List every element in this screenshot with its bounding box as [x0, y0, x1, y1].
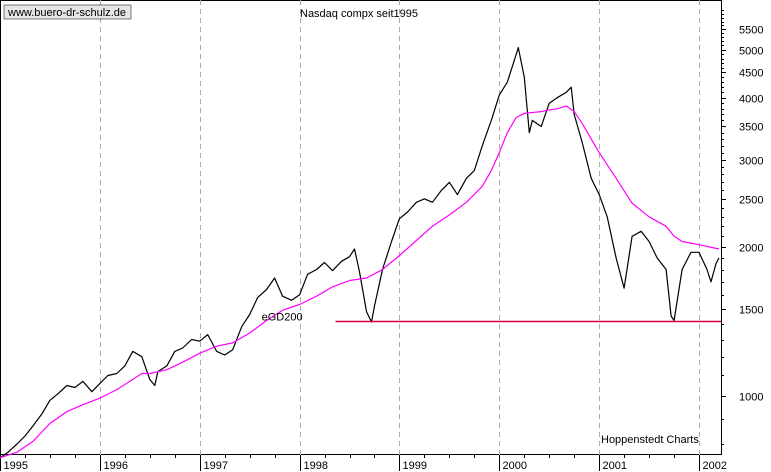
y-axis: 1000 1500 2000 2500 3000 3500 4000 4500 5000 5500	[721, 10, 763, 445]
x-tick-label: 2000	[503, 460, 527, 472]
watermark-box	[3, 4, 132, 20]
y-tick-label: 4000	[739, 94, 763, 106]
series-line-egd200	[0, 105, 720, 459]
y-tick-label: 2000	[739, 243, 763, 255]
x-tick-label: 1997	[204, 460, 228, 472]
source-label: Hoppenstedt Charts	[601, 434, 699, 446]
x-tick-label: 2002	[703, 460, 727, 472]
y-tick-label: 1000	[739, 392, 763, 404]
series-layer	[0, 47, 720, 459]
y-tick-label: 2500	[739, 195, 763, 207]
watermark: www.buero-dr-schulz.de	[7, 7, 126, 19]
x-axis: 1995 1996 1997 1998 1999 2000 2001 2002	[0, 455, 727, 472]
x-tick-label: 1996	[104, 460, 128, 472]
y-tick-label: 3500	[739, 122, 763, 134]
y-tick-label: 3000	[739, 156, 763, 168]
x-tick-label: 2001	[603, 460, 627, 472]
y-tick-label: 5000	[739, 46, 763, 58]
y-tick-label: 1500	[739, 305, 763, 317]
x-tick-label: 1995	[4, 460, 28, 472]
annotations-layer: eGD200	[262, 312, 721, 324]
x-tick-label: 1998	[304, 460, 328, 472]
y-tick-label: 5500	[739, 25, 763, 37]
chart-title: Nasdaq compx seit1995	[300, 8, 418, 20]
annotation-label: eGD200	[262, 312, 303, 324]
grid-lines	[100, 0, 700, 455]
plot-area-border	[0, 0, 722, 455]
y-tick-label: 4500	[739, 68, 763, 80]
series-line-nasdaq	[0, 47, 720, 459]
x-tick-label: 1999	[403, 460, 427, 472]
